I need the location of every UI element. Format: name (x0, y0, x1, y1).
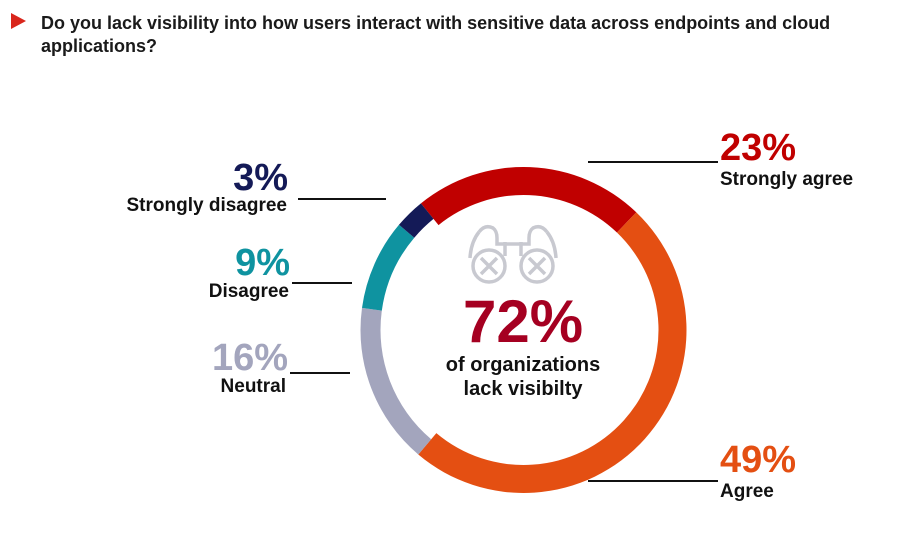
slice-strongly-agree (420, 167, 637, 233)
data-label-disagree: Disagree (208, 281, 289, 302)
slice-strongly-disagree (399, 203, 434, 238)
center-caption: of organizations lack visibilty (403, 353, 643, 401)
chart-title: Do you lack visibility into how users in… (41, 13, 831, 56)
data-label-strongly-agree-value: 23% (720, 127, 797, 169)
slice-neutral (360, 307, 432, 455)
center-caption-line1: of organizations (445, 354, 601, 376)
center-caption-line2: lack visibilty (463, 378, 583, 400)
center-value: 72% (462, 288, 584, 355)
data-label-disagree-value: 9% (235, 242, 290, 284)
data-label-neutral-value: 16% (211, 337, 288, 379)
data-label-strongly-disagree: Strongly disagree (126, 195, 288, 216)
slice-agree (418, 212, 687, 493)
data-label-agree: Agree (720, 481, 774, 502)
data-label-strongly-disagree-value: 3% (233, 157, 288, 199)
binoculars-crossed-icon (468, 224, 558, 284)
leader-lines (290, 161, 718, 482)
bullet-triangle-icon (11, 13, 26, 29)
slice-disagree (362, 224, 415, 311)
data-label-neutral: Neutral (220, 376, 286, 397)
data-label-strongly-agree: Strongly agree (720, 169, 854, 190)
data-label-agree-value: 49% (720, 439, 797, 481)
